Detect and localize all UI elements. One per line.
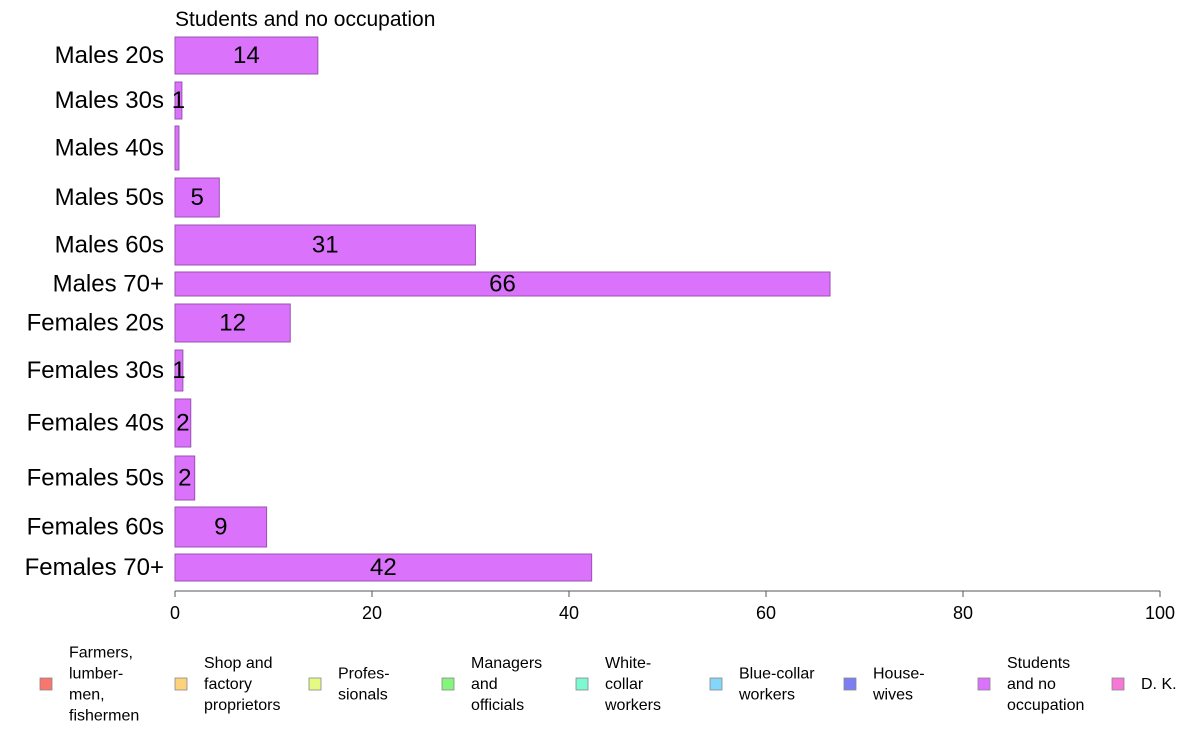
- category-label: Females 40s: [27, 410, 164, 437]
- category-label: Females 50s: [27, 465, 164, 492]
- data-label: 1: [172, 87, 185, 114]
- legend-label: Shop and factory proprietors: [204, 655, 280, 714]
- legend-swatch: [308, 677, 322, 691]
- x-tick-label: 100: [1145, 603, 1175, 623]
- category-label: Males 70+: [53, 271, 164, 298]
- category-label: Males 40s: [55, 135, 164, 162]
- bar: [174, 553, 593, 582]
- bars-group: Males 20s 14 Males 30s 1 Males 40s Males 50s 5…: [25, 36, 831, 582]
- category-label: Females 20s: [27, 310, 164, 337]
- x-tick-label: 60: [756, 603, 776, 623]
- category-label: Females 30s: [27, 357, 164, 384]
- legend-label: Managers and officials: [471, 655, 542, 714]
- data-label: 9: [214, 514, 227, 541]
- legend-item: Managers and officials: [441, 655, 542, 714]
- category-label: Males 20s: [55, 42, 164, 69]
- data-label: 14: [233, 42, 260, 69]
- legend-swatch: [575, 677, 589, 691]
- category-label: Females 60s: [27, 514, 164, 541]
- data-label: 5: [190, 184, 203, 211]
- data-label: 42: [370, 554, 397, 581]
- data-label: 1: [172, 357, 185, 384]
- legend-label: Blue-collar workers: [738, 665, 815, 703]
- data-label: 31: [312, 232, 339, 259]
- legend-item: House-wives: [843, 665, 925, 703]
- bar: [174, 81, 183, 120]
- bar: [174, 398, 192, 448]
- legend-swatch: [441, 677, 455, 691]
- legend-swatch: [39, 677, 53, 691]
- bar: [174, 271, 831, 297]
- legend-label: House-wives: [872, 665, 925, 703]
- legend-item: Blue-collar workers: [709, 665, 815, 703]
- legend-swatch: [977, 677, 991, 691]
- data-label: 12: [219, 310, 246, 337]
- bar: [174, 125, 180, 171]
- category-label: Males 50s: [55, 184, 164, 211]
- legend-item: Shop and factory proprietors: [174, 655, 280, 714]
- data-label: 2: [178, 465, 191, 492]
- legend: Farmers, lumber-men, fishermen Shop and fact…: [39, 644, 1177, 724]
- bar: [174, 224, 476, 266]
- legend-label: Profes-sionals: [338, 665, 390, 703]
- legend-label: White-collar workers: [604, 655, 661, 714]
- legend-item: Students and no occupation: [977, 655, 1084, 714]
- x-axis: 0 20 40 60 80 100: [170, 590, 1175, 623]
- legend-swatch: [843, 677, 857, 691]
- legend-item: D. K.: [1111, 676, 1177, 693]
- bar: [174, 36, 319, 75]
- bar: [174, 349, 184, 392]
- bar: [174, 303, 291, 343]
- bar: [174, 506, 268, 548]
- data-label: 2: [176, 410, 189, 437]
- category-label: Males 30s: [55, 87, 164, 114]
- legend-item: White-collar workers: [575, 655, 661, 714]
- chart-subtitle: Students and no occupation: [175, 8, 435, 31]
- legend-item: Profes-sionals: [308, 665, 390, 703]
- bar: [174, 455, 196, 501]
- x-tick-label: 40: [559, 603, 579, 623]
- x-tick-label: 0: [170, 603, 180, 623]
- x-tick-label: 80: [953, 603, 973, 623]
- bar: [174, 177, 220, 218]
- legend-label: Farmers, lumber-men, fishermen: [69, 644, 139, 724]
- x-tick-label: 20: [362, 603, 382, 623]
- legend-swatch: [174, 677, 188, 691]
- category-label: Males 60s: [55, 232, 164, 259]
- legend-item: Farmers, lumber-men, fishermen: [39, 644, 139, 724]
- data-label: 66: [489, 271, 516, 298]
- legend-swatch: [709, 677, 723, 691]
- legend-swatch: [1111, 677, 1125, 691]
- legend-label: D. K.: [1141, 676, 1177, 693]
- legend-label: Students and no occupation: [1007, 655, 1084, 714]
- category-label: Females 70+: [25, 554, 164, 581]
